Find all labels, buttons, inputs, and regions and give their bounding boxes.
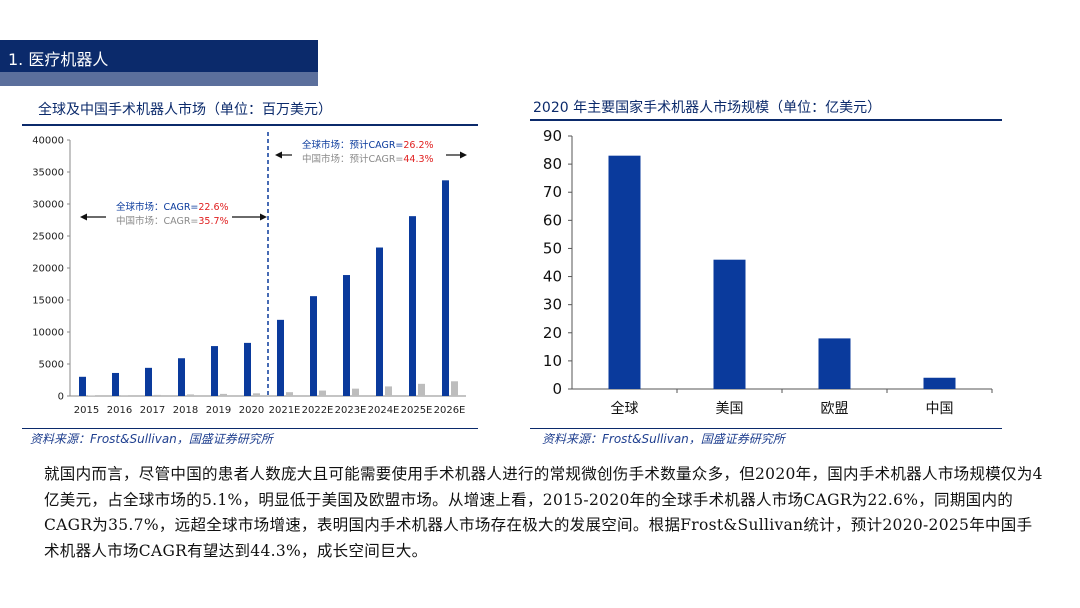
china-market-bar [187, 394, 194, 396]
right-y-tick-label: 60 [543, 211, 562, 229]
right-y-tick-label: 90 [543, 127, 562, 145]
right-y-tick-label: 20 [543, 324, 562, 342]
left-x-tick-label: 2021E [269, 405, 301, 416]
left-y-tick-label: 0 [58, 392, 64, 403]
right-chart: 0 10 20 30 40 50 60 70 80 90 全球 美国 欧盟 中国 [543, 127, 993, 417]
right-chart-source: 资料来源：Frost&Sullivan，国盛证券研究所 [542, 432, 785, 446]
global-market-bar [409, 216, 416, 396]
right-x-tick-label: 中国 [926, 401, 954, 417]
china-market-bar [121, 395, 128, 396]
section-header-subbar [0, 72, 318, 86]
country-market-bar [818, 338, 851, 389]
global-market-bar [343, 275, 350, 396]
global-market-bar [277, 319, 284, 396]
left-x-tick-label: 2017 [140, 405, 165, 416]
left-y-tick-label: 15000 [32, 296, 64, 307]
right-x-tick-label: 全球 [611, 400, 639, 417]
global-market-bar [145, 367, 152, 396]
global-market-bar [211, 346, 218, 396]
right-chart-bottom-rule [530, 428, 1002, 429]
china-market-bar [352, 388, 359, 396]
right-y-tick-label: 40 [543, 268, 562, 286]
right-y-tick-label: 10 [543, 352, 562, 370]
body-paragraph: 就国内而言，尽管中国的患者人数庞大且可能需要使用手术机器人进行的常规微创伤手术数… [44, 465, 1043, 560]
china-market-bar [319, 390, 326, 396]
hist-china-cagr-label: 中国市场：CAGR=35.7% [116, 215, 229, 227]
fcst-arrow-right-head [460, 151, 467, 159]
global-market-bar [79, 376, 86, 396]
fcst-global-cagr-label: 全球市场：预计CAGR=26.2% [302, 139, 434, 151]
china-market-bar [154, 394, 161, 396]
right-x-tick-label: 欧盟 [821, 401, 849, 417]
left-x-tick-label: 2015 [74, 405, 99, 416]
hist-global-cagr-label: 全球市场：CAGR=22.6% [116, 201, 229, 213]
china-market-bar [385, 386, 392, 396]
right-y-tick-label: 30 [543, 296, 562, 314]
left-chart-title: 全球及中国手术机器人市场（单位：百万美元） [38, 102, 332, 118]
china-market-bar [451, 381, 458, 396]
left-chart: 0 5000 10000 15000 20000 25000 30000 35000 40000… [32, 132, 467, 416]
left-x-tick-label: 2026E [434, 405, 466, 416]
section-header-bar [0, 40, 318, 72]
left-y-tick-label: 20000 [32, 264, 64, 275]
right-y-tick-label: 50 [543, 239, 562, 257]
fcst-arrow-left-head [275, 151, 282, 159]
china-market-bar [418, 383, 425, 396]
left-y-tick-label: 5000 [39, 360, 64, 371]
left-chart-bottom-rule [22, 428, 478, 429]
global-market-bar [178, 358, 185, 396]
right-chart-top-rule [530, 119, 1002, 121]
country-market-bar [608, 155, 641, 389]
china-market-bar [286, 392, 293, 396]
china-market-bar [253, 393, 260, 396]
right-chart-title: 2020 年主要国家手术机器人市场规模（单位：亿美元） [533, 100, 882, 116]
left-y-tick-label: 10000 [32, 328, 64, 339]
hist-arrow-left-head [80, 213, 87, 221]
global-market-bar [244, 342, 251, 396]
section-title: 1. 医疗机器人 [8, 50, 109, 69]
hist-arrow-right-head [260, 213, 267, 221]
left-x-tick-label: 2019 [206, 405, 231, 416]
fcst-china-cagr-label: 中国市场：预计CAGR=44.3% [302, 153, 434, 165]
left-y-tick-label: 30000 [32, 200, 64, 211]
right-x-tick-label: 美国 [716, 401, 744, 417]
global-market-bar [376, 247, 383, 396]
country-market-bar [923, 377, 956, 389]
global-market-bar [442, 180, 449, 396]
country-market-bar [713, 259, 746, 389]
left-x-tick-label: 2023E [335, 405, 367, 416]
left-x-tick-label: 2018 [173, 405, 198, 416]
global-market-bar [112, 372, 119, 396]
left-chart-top-rule [22, 124, 478, 126]
left-x-tick-label: 2025E [401, 405, 433, 416]
china-market-bar [220, 393, 227, 396]
left-y-tick-label: 35000 [32, 168, 64, 179]
right-y-tick-label: 80 [543, 155, 562, 173]
right-y-tick-label: 0 [552, 380, 562, 398]
left-x-tick-label: 2020 [239, 405, 264, 416]
left-chart-source: 资料来源：Frost&Sullivan，国盛证券研究所 [30, 432, 273, 446]
left-y-tick-label: 25000 [32, 232, 64, 243]
left-x-tick-label: 2016 [107, 405, 132, 416]
left-y-tick-label: 40000 [32, 136, 64, 147]
right-y-tick-label: 70 [543, 183, 562, 201]
global-market-bar [310, 296, 317, 396]
left-x-tick-label: 2022E [302, 405, 334, 416]
china-market-bar [88, 395, 95, 396]
left-x-tick-label: 2024E [368, 405, 400, 416]
